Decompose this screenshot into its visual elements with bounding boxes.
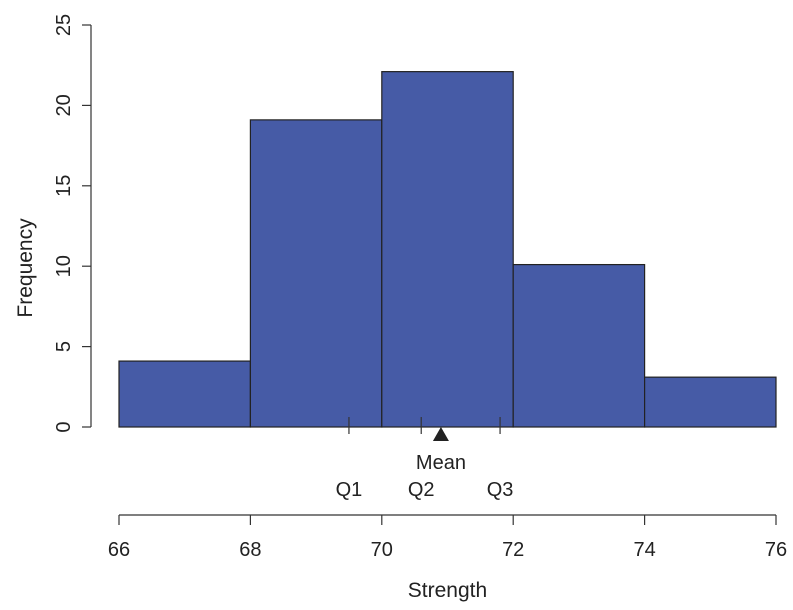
- x-tick-label-72: 72: [502, 539, 524, 561]
- q2-label: Q2: [408, 479, 435, 501]
- x-tick-label-76: 76: [765, 539, 787, 561]
- q1-label: Q1: [336, 479, 363, 501]
- histogram-bar-4: [512, 263, 646, 428]
- x-tick-label-68: 68: [239, 539, 261, 561]
- x-tick-label-74: 74: [633, 539, 655, 561]
- y-axis: 0 5 10 15 20 25: [53, 14, 92, 433]
- x-axis: 66 68 70 72 74 76: [108, 514, 787, 561]
- y-tick-label-10: 10: [53, 255, 75, 277]
- q3-label: Q3: [487, 479, 514, 501]
- histogram-bar-2: [249, 119, 383, 428]
- histogram-bar-3: [381, 71, 514, 428]
- mean-marker-triangle: [432, 427, 449, 441]
- x-tick-label-66: 66: [108, 539, 130, 561]
- y-tick-label-20: 20: [53, 94, 75, 116]
- bars-layer: [118, 71, 777, 428]
- histogram-bar-1: [118, 360, 251, 428]
- y-tick-label-5: 5: [53, 341, 75, 352]
- x-axis-title: Strength: [408, 579, 487, 602]
- y-axis-title: Frequency: [14, 218, 37, 318]
- x-tick-label-70: 70: [371, 539, 393, 561]
- quartile-markers: Q1 Q2 Q3 Mean: [336, 417, 514, 501]
- y-tick-label-25: 25: [53, 14, 75, 36]
- y-tick-label-15: 15: [53, 175, 75, 197]
- y-tick-label-0: 0: [53, 421, 75, 432]
- mean-label: Mean: [416, 452, 466, 474]
- histogram-bar-5: [643, 376, 777, 428]
